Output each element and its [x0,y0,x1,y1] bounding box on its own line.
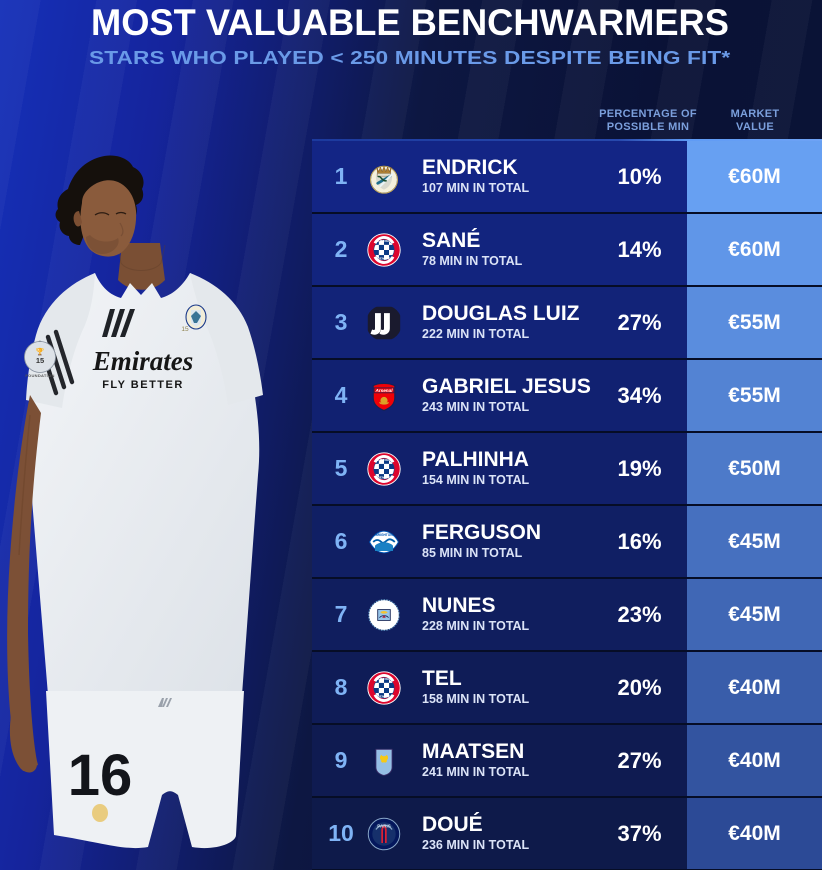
svg-text:MUENCHEN: MUENCHEN [375,475,393,479]
svg-text:MUENCHEN: MUENCHEN [375,256,393,260]
svg-text:FC BAYERN: FC BAYERN [375,458,393,462]
svg-text:MUENCHEN: MUENCHEN [375,694,393,698]
svg-text:FOUNDATION: FOUNDATION [25,373,54,378]
svg-text:15: 15 [181,326,189,333]
svg-text:16: 16 [68,743,133,808]
svg-text:PARIS: PARIS [377,823,390,828]
svg-text:FC BAYERN: FC BAYERN [375,677,393,681]
svg-text:Arsenal: Arsenal [374,387,393,392]
svg-text:BRIGHTON: BRIGHTON [375,533,393,537]
svg-text:15: 15 [36,356,44,365]
svg-text:Emirates: Emirates [92,346,194,376]
svg-text:🏆: 🏆 [36,347,45,356]
svg-text:FLY BETTER: FLY BETTER [102,379,184,391]
svg-text:FC BAYERN: FC BAYERN [375,239,393,243]
